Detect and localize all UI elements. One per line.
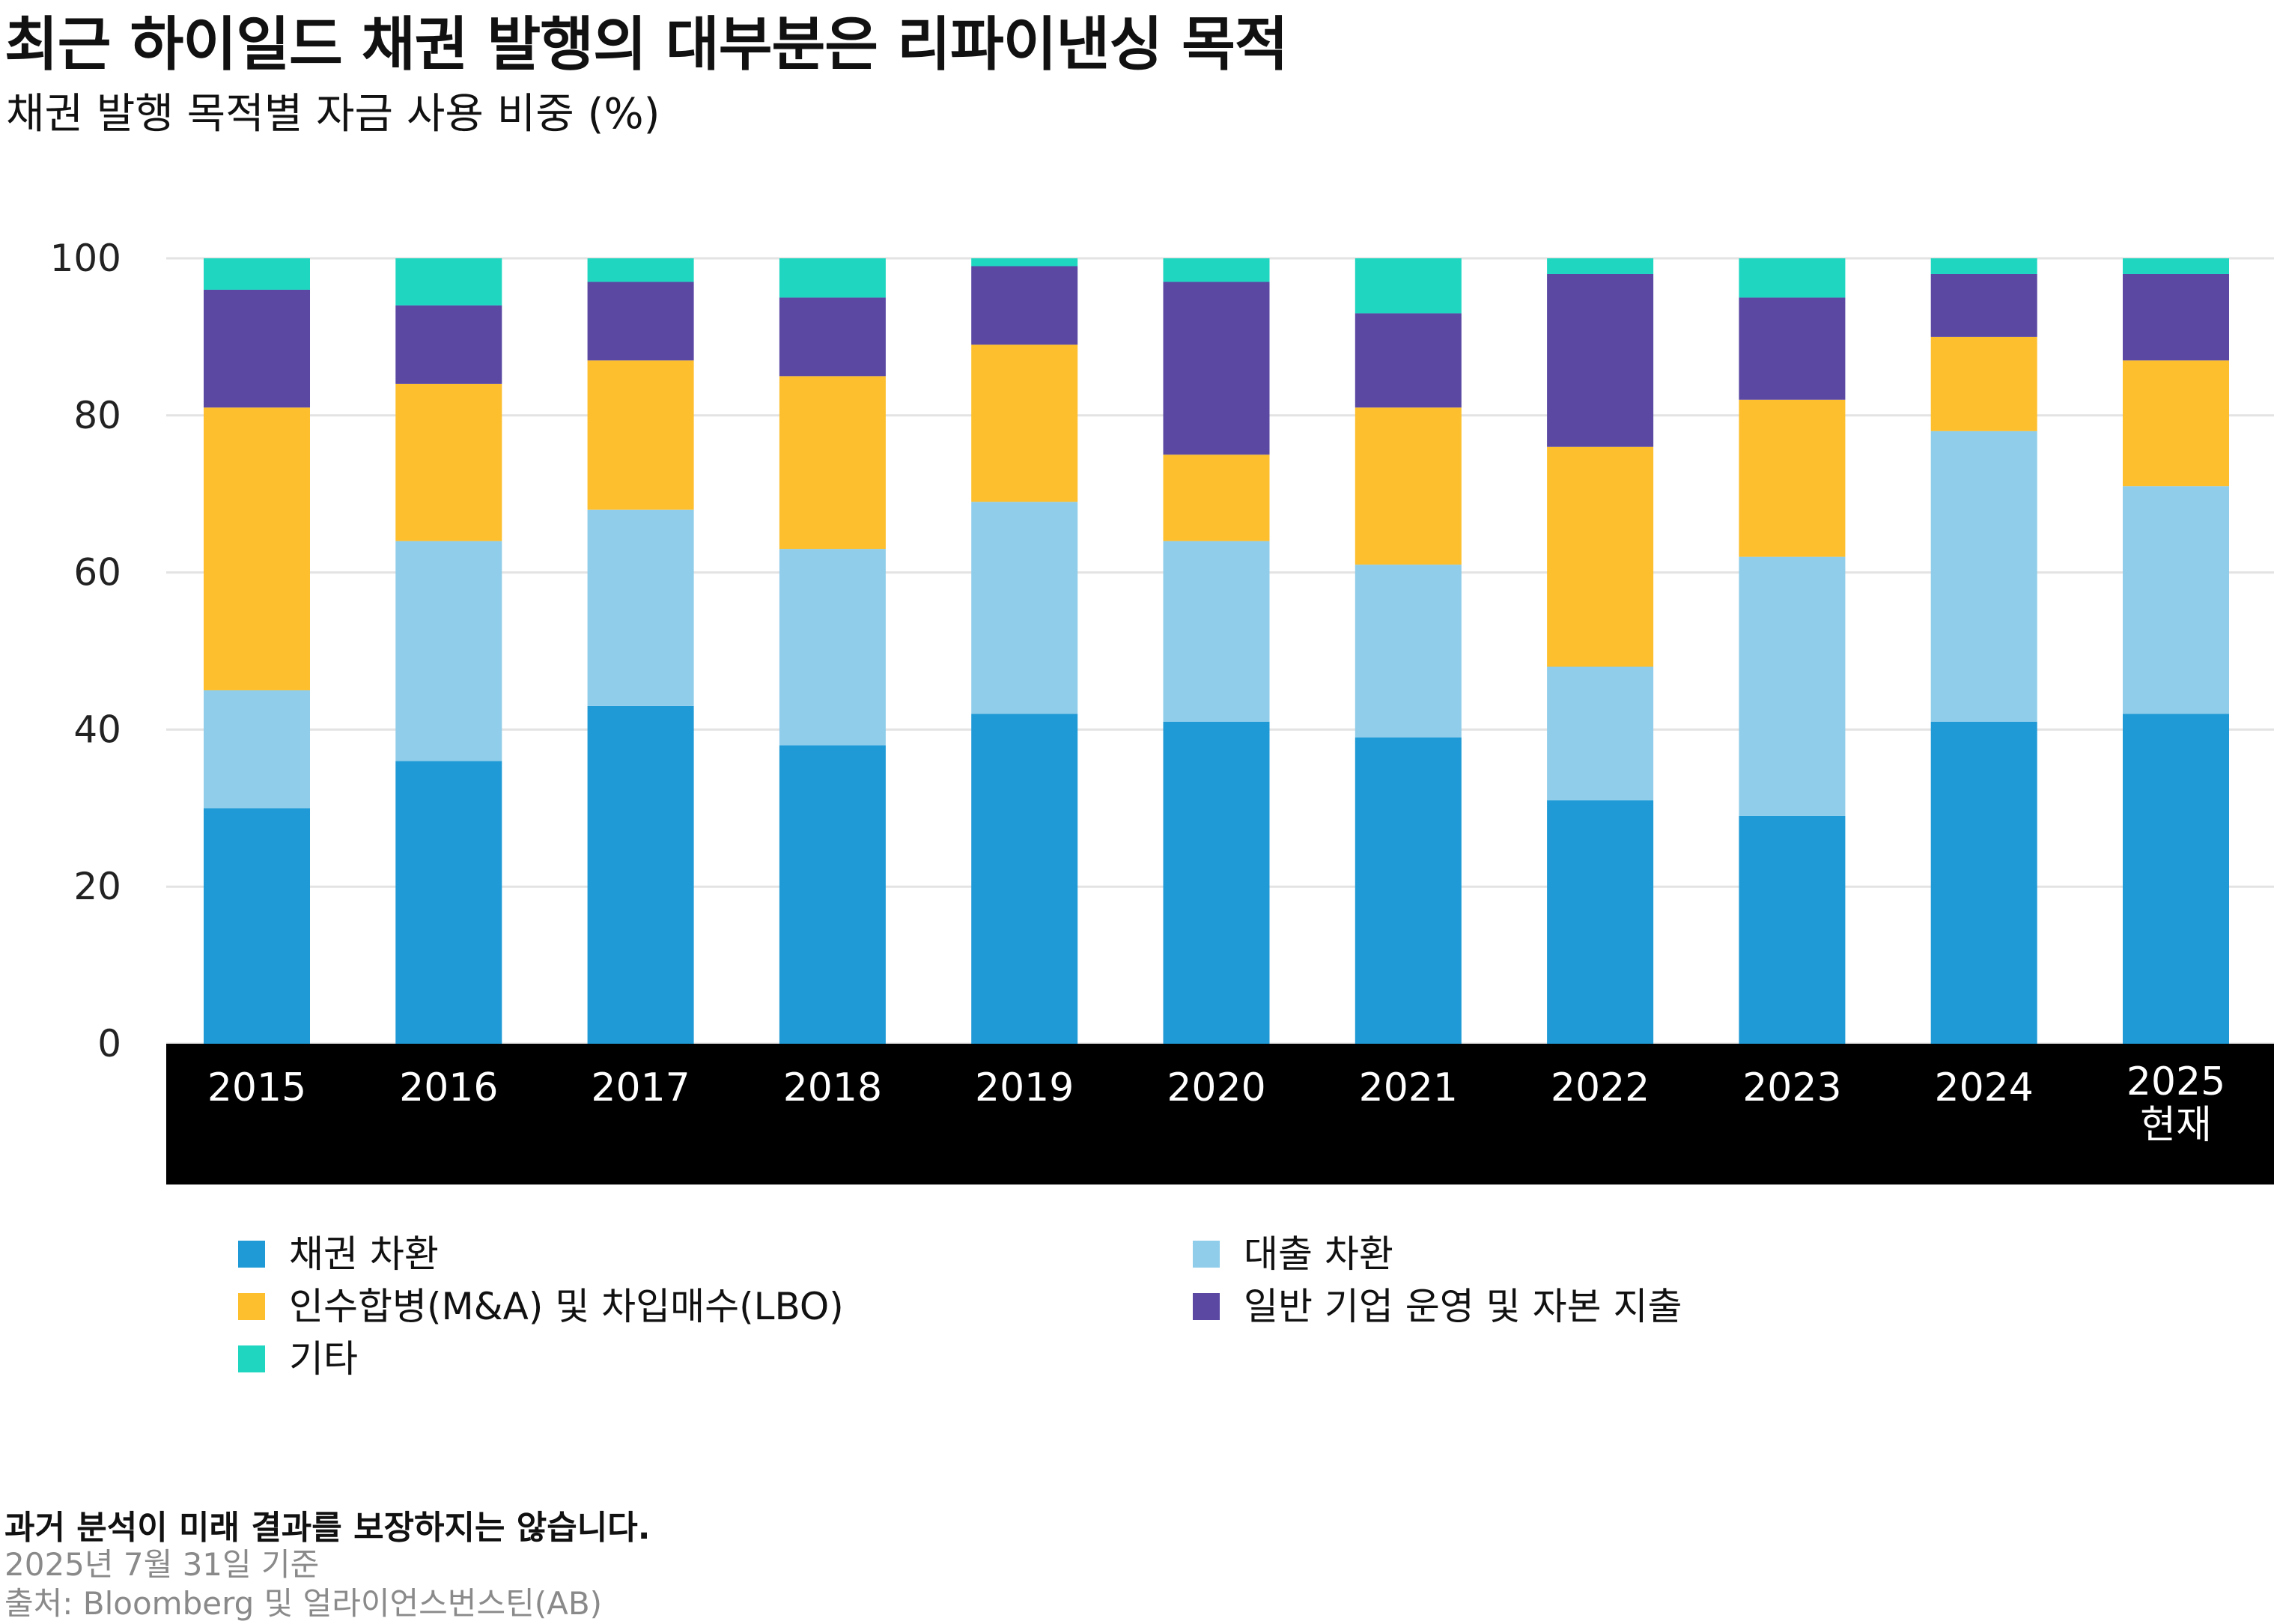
legend-label: 채권 차환 bbox=[289, 1232, 439, 1276]
y-axis-ticks: 0 20 40 60 80 100 bbox=[50, 237, 121, 1065]
bar-segment bbox=[1355, 407, 1462, 565]
bar-segment bbox=[1547, 800, 1654, 1044]
bar-segment bbox=[204, 690, 310, 809]
x-tick-label: 2022 bbox=[1551, 1065, 1650, 1110]
bar-segment bbox=[2123, 486, 2229, 714]
x-tick-label: 2019 bbox=[975, 1065, 1074, 1110]
bar-segment bbox=[1930, 721, 2037, 1044]
legend-label: 기타 bbox=[289, 1337, 358, 1381]
bar-segment bbox=[204, 808, 310, 1044]
bar-segment bbox=[1163, 282, 1270, 455]
bar-segment bbox=[1163, 258, 1270, 282]
legend-swatch bbox=[238, 1345, 265, 1372]
bar-segment bbox=[1547, 273, 1654, 447]
x-tick-label: 2021 bbox=[1359, 1065, 1458, 1110]
bar-segment bbox=[204, 407, 310, 690]
footnote: 과거 분석이 미래 결과를 보장하지는 않습니다. bbox=[4, 1509, 651, 1547]
bar-segment bbox=[2123, 258, 2229, 274]
bar-segment bbox=[971, 502, 1078, 714]
bar-segment bbox=[395, 761, 502, 1044]
legend-item: 대출 차환 bbox=[1193, 1235, 1393, 1273]
x-tick-label: 2018 bbox=[783, 1065, 882, 1110]
bar-segment bbox=[395, 541, 502, 761]
bar-segment bbox=[395, 305, 502, 384]
bar-segment bbox=[1355, 737, 1462, 1044]
bar-segment bbox=[1547, 446, 1654, 667]
legend-label: 인수합병(M&A) 및 차입매수(LBO) bbox=[289, 1285, 844, 1328]
bar-segment bbox=[1163, 721, 1270, 1044]
legend-swatch bbox=[238, 1241, 265, 1268]
x-tick-label: 2025 현재 bbox=[2126, 1059, 2225, 1148]
bars bbox=[204, 258, 2229, 1044]
bar-segment bbox=[779, 297, 886, 377]
bar-segment bbox=[1930, 431, 2037, 722]
bar-segment bbox=[971, 714, 1078, 1044]
legend-item: 일반 기업 운영 및 자본 지출 bbox=[1193, 1288, 1682, 1325]
bar-segment bbox=[971, 258, 1078, 267]
bar-segment bbox=[1163, 541, 1270, 722]
x-tick-label: 2016 bbox=[399, 1065, 498, 1110]
x-tick-label: 2017 bbox=[591, 1065, 690, 1110]
x-tick-label: 2020 bbox=[1167, 1065, 1265, 1110]
legend-swatch bbox=[1193, 1241, 1220, 1268]
bar-segment bbox=[587, 258, 694, 282]
chart-subtitle: 채권 발행 목적별 자금 사용 비중 (%) bbox=[6, 90, 660, 139]
bar-segment bbox=[779, 258, 886, 298]
y-tick-label: 60 bbox=[73, 551, 121, 594]
legend-item: 기타 bbox=[238, 1340, 358, 1378]
bar-segment bbox=[1739, 399, 1846, 557]
bar-segment bbox=[1739, 297, 1846, 400]
stacked-bar-chart: 0 20 40 60 80 100 2015 2016 2017 2018 2019 2020 202… bbox=[50, 237, 2274, 1184]
bar-segment bbox=[1355, 313, 1462, 408]
bar-segment bbox=[1163, 454, 1270, 541]
bar-segment bbox=[587, 360, 694, 510]
x-axis-ticks: 2015 2016 2017 2018 2019 2020 2021 2022 2023 2024… bbox=[207, 1059, 2225, 1148]
legend-item: 인수합병(M&A) 및 차입매수(LBO) bbox=[238, 1288, 844, 1325]
bar-segment bbox=[2123, 273, 2229, 361]
x-tick-label: 2024 bbox=[1935, 1065, 2034, 1110]
y-tick-label: 0 bbox=[97, 1022, 121, 1065]
bar-segment bbox=[587, 705, 694, 1044]
y-tick-label: 40 bbox=[73, 708, 121, 751]
bar-segment bbox=[2123, 360, 2229, 487]
y-tick-label: 80 bbox=[73, 394, 121, 437]
bar-segment bbox=[587, 509, 694, 706]
y-tick-label: 100 bbox=[50, 237, 121, 280]
bar-segment bbox=[1547, 666, 1654, 800]
legend-swatch bbox=[238, 1293, 265, 1320]
bar-segment bbox=[779, 376, 886, 550]
bar-segment bbox=[395, 383, 502, 541]
legend-swatch bbox=[1193, 1293, 1220, 1320]
bar-segment bbox=[204, 258, 310, 290]
bar-segment bbox=[779, 549, 886, 746]
bar-segment bbox=[1739, 258, 1846, 298]
bar-segment bbox=[1739, 556, 1846, 816]
legend-label: 대출 차환 bbox=[1244, 1232, 1393, 1276]
bar-segment bbox=[1355, 258, 1462, 314]
x-tick-label: 2015 bbox=[207, 1065, 306, 1110]
bar-segment bbox=[971, 266, 1078, 345]
x-tick-label: 2023 bbox=[1742, 1065, 1841, 1110]
bar-segment bbox=[587, 282, 694, 361]
legend-label: 일반 기업 운영 및 자본 지출 bbox=[1244, 1285, 1682, 1328]
as-of-date: 2025년 7월 31일 기준 bbox=[4, 1546, 320, 1583]
bar-segment bbox=[1930, 273, 2037, 337]
x-axis-band bbox=[166, 1044, 2274, 1184]
bar-segment bbox=[779, 745, 886, 1044]
bar-segment bbox=[2123, 714, 2229, 1044]
y-tick-label: 20 bbox=[73, 865, 121, 908]
bar-segment bbox=[1739, 815, 1846, 1044]
bar-segment bbox=[395, 258, 502, 305]
bar-segment bbox=[971, 344, 1078, 502]
bar-segment bbox=[1930, 258, 2037, 274]
bar-segment bbox=[1930, 336, 2037, 431]
bar-segment bbox=[1547, 258, 1654, 274]
source-note: 출처: Bloomberg 및 얼라이언스번스틴(AB) bbox=[4, 1585, 603, 1622]
bar-segment bbox=[1355, 565, 1462, 738]
chart-title: 최근 하이일드 채권 발행의 대부분은 리파이낸싱 목적 bbox=[4, 11, 1289, 79]
legend-item: 채권 차환 bbox=[238, 1235, 439, 1273]
bar-segment bbox=[204, 289, 310, 408]
